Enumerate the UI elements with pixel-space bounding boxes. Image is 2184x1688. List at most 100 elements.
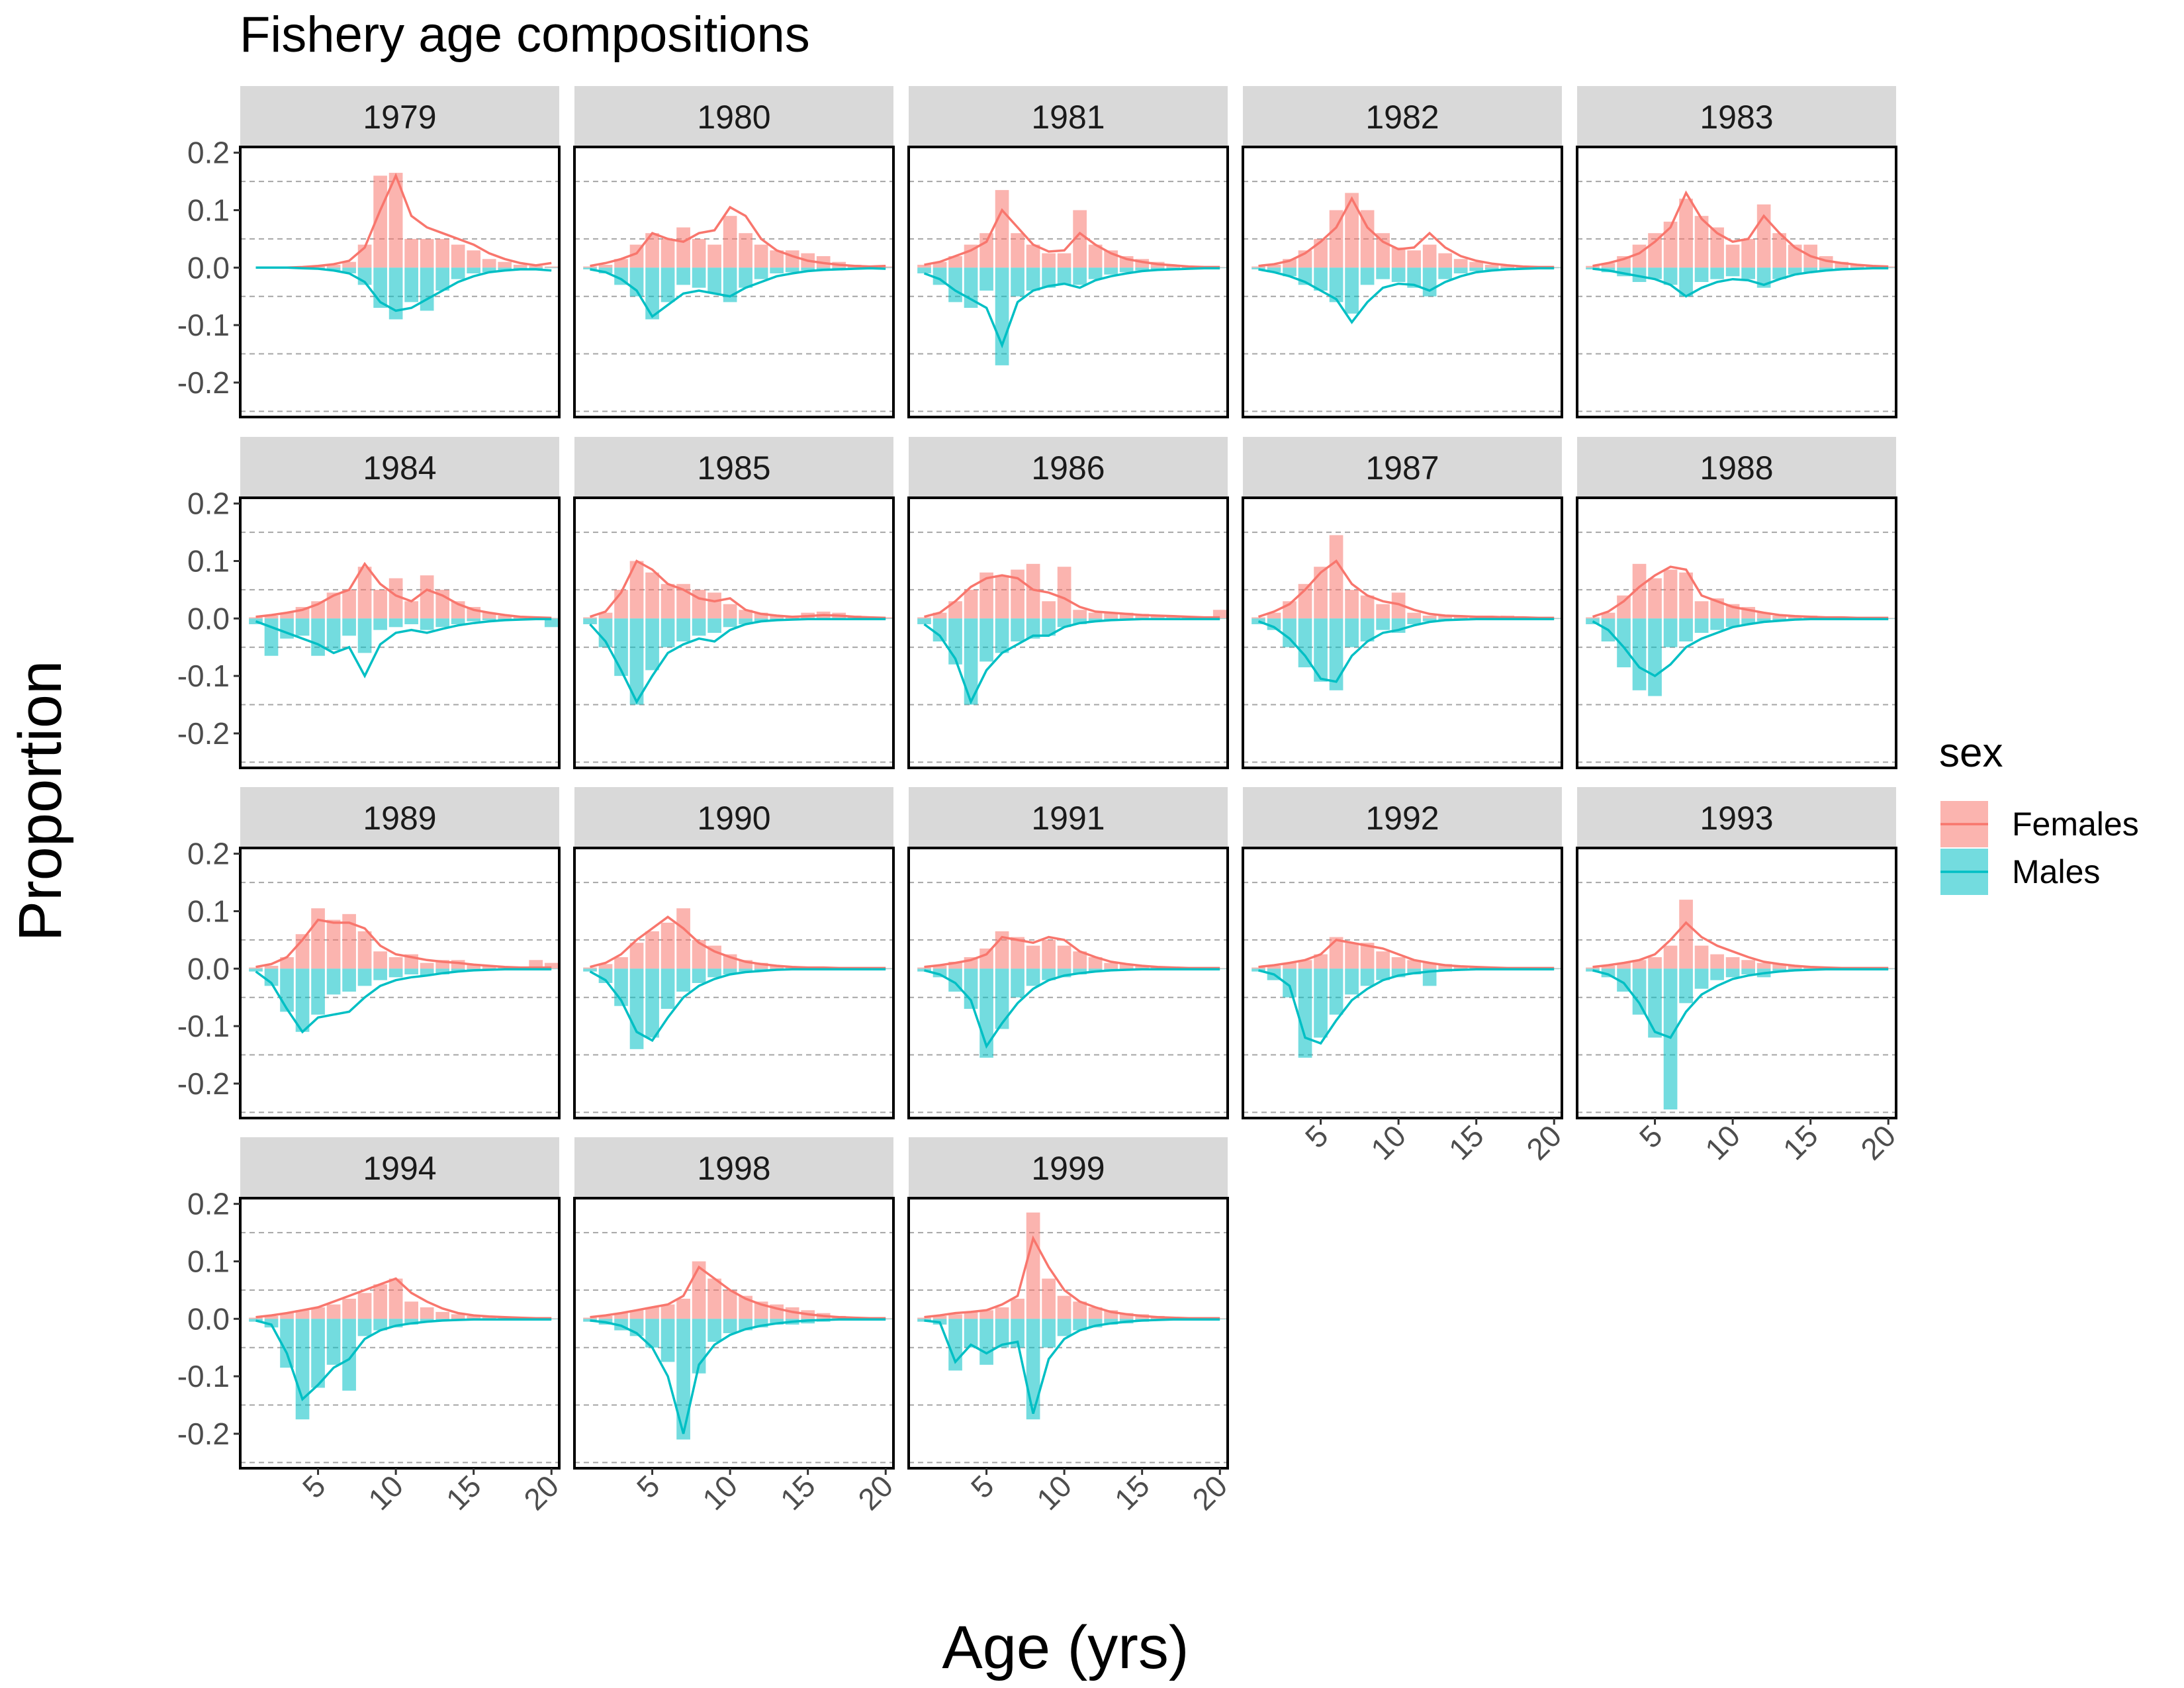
female-bar bbox=[933, 261, 947, 268]
male-pred-line bbox=[924, 968, 1220, 1049]
chart-title: Fishery age compositions bbox=[240, 7, 810, 63]
female-pred-line bbox=[589, 559, 886, 620]
female-bar bbox=[435, 1311, 450, 1319]
y-tick-label: -0.1 bbox=[177, 1009, 230, 1043]
female-bar bbox=[326, 919, 341, 969]
female-bar bbox=[513, 264, 527, 268]
female-bar bbox=[1772, 615, 1787, 619]
female-bar bbox=[1694, 945, 1709, 969]
female-bar bbox=[451, 1314, 465, 1319]
female-pred-line bbox=[924, 1235, 1220, 1320]
female-bar bbox=[1073, 951, 1087, 969]
male-bar bbox=[1694, 267, 1709, 282]
male-bar bbox=[917, 267, 931, 273]
male-bar bbox=[1881, 968, 1895, 970]
male-bar bbox=[1042, 267, 1056, 288]
female-bar bbox=[420, 238, 434, 268]
female-bar bbox=[1391, 957, 1406, 969]
male-bar bbox=[404, 1319, 418, 1325]
female-bar bbox=[1391, 592, 1406, 619]
male-bar bbox=[1212, 968, 1227, 970]
male-bar bbox=[1298, 618, 1312, 668]
female-bar bbox=[404, 1301, 418, 1319]
female-bar bbox=[1376, 233, 1390, 268]
male-bar bbox=[373, 968, 387, 980]
panel-1979: 1979 0.2 0.1 0.0 -0.1 -0.2 bbox=[177, 86, 561, 418]
female-pred-line bbox=[924, 208, 1220, 269]
male-bar bbox=[1407, 618, 1421, 624]
female-bar bbox=[1835, 261, 1849, 268]
female-bar bbox=[629, 943, 644, 969]
strip-label-1986: 1986 bbox=[1031, 449, 1105, 487]
male-bar bbox=[451, 267, 465, 279]
male-bar bbox=[342, 1319, 356, 1391]
legend: sex Females Males bbox=[1939, 730, 2139, 895]
female-bar bbox=[660, 922, 675, 969]
male-bar bbox=[739, 968, 752, 972]
panel-border bbox=[573, 847, 895, 1119]
female-bar bbox=[1601, 263, 1615, 268]
male-bar bbox=[1057, 1319, 1071, 1336]
male-bar bbox=[264, 1319, 279, 1328]
male-bar bbox=[342, 618, 356, 636]
male-bar bbox=[1772, 968, 1787, 972]
male-bar bbox=[629, 968, 644, 1049]
male-bar bbox=[1663, 968, 1678, 1109]
female-bar bbox=[1422, 615, 1437, 619]
female-bar bbox=[420, 575, 434, 619]
male-bar bbox=[1329, 968, 1343, 1015]
male-bar bbox=[1376, 968, 1390, 980]
male-bar bbox=[1710, 267, 1724, 279]
male-bar bbox=[1788, 267, 1802, 275]
female-bar bbox=[544, 266, 559, 268]
female-bar bbox=[979, 233, 993, 268]
male-bar bbox=[979, 267, 993, 291]
female-bar bbox=[1057, 1295, 1071, 1319]
male-bar bbox=[482, 267, 496, 273]
panel-border bbox=[1242, 496, 1563, 769]
male-bar bbox=[482, 618, 496, 620]
male-bar bbox=[995, 968, 1009, 1029]
female-bar bbox=[878, 1318, 893, 1319]
male-bar bbox=[1617, 618, 1631, 668]
female-bar bbox=[645, 233, 659, 268]
male-bar bbox=[435, 267, 450, 291]
male-bar bbox=[707, 618, 721, 633]
male-bar bbox=[326, 267, 341, 271]
female-bar bbox=[1601, 612, 1615, 619]
female-bar bbox=[482, 1317, 496, 1319]
female-bar bbox=[1407, 612, 1421, 619]
panel-border bbox=[907, 146, 1229, 418]
y-tick-label: 0.1 bbox=[187, 193, 230, 227]
female-bar bbox=[1267, 612, 1281, 619]
male-bar bbox=[1453, 267, 1468, 273]
strip-1989 bbox=[240, 787, 559, 848]
male-bar bbox=[451, 968, 465, 972]
female-bar bbox=[964, 1311, 978, 1319]
male-bar bbox=[1042, 618, 1056, 636]
male-bar bbox=[1741, 267, 1755, 279]
male-bar bbox=[357, 968, 372, 986]
female-bar bbox=[723, 1289, 737, 1319]
female-bar bbox=[342, 1298, 356, 1319]
male-bar bbox=[707, 968, 721, 978]
panel-grid: 1979 0.2 0.1 0.0 -0.1 -0.2 1980 1981 1982 1983 198… bbox=[177, 86, 1902, 1517]
male-bar bbox=[1150, 267, 1165, 269]
male-bar bbox=[1026, 1319, 1040, 1420]
male-bar bbox=[692, 618, 706, 636]
y-tick-label: -0.2 bbox=[177, 1066, 230, 1101]
y-tick-label: 0.2 bbox=[187, 487, 230, 521]
female-bar bbox=[467, 250, 481, 268]
male-bar bbox=[739, 267, 752, 288]
male-bar bbox=[964, 618, 978, 705]
female-bar bbox=[264, 1315, 279, 1319]
y-tick-label: -0.1 bbox=[177, 308, 230, 342]
male-bar bbox=[1391, 267, 1406, 282]
male-bar bbox=[1042, 968, 1056, 980]
female-bar bbox=[614, 957, 628, 969]
male-bar bbox=[933, 618, 947, 642]
female-bar bbox=[629, 1310, 644, 1319]
female-bar bbox=[280, 957, 294, 969]
male-bar bbox=[629, 618, 644, 705]
female-bar bbox=[878, 617, 893, 619]
